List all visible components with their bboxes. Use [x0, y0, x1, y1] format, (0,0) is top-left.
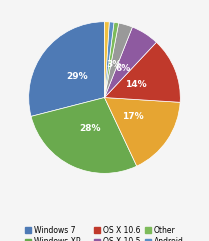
Wedge shape — [104, 42, 180, 102]
Text: 3%: 3% — [106, 60, 122, 69]
Text: 14%: 14% — [125, 80, 147, 89]
Wedge shape — [29, 22, 104, 116]
Wedge shape — [104, 27, 156, 98]
Wedge shape — [104, 23, 133, 98]
Text: 17%: 17% — [122, 112, 144, 121]
Wedge shape — [104, 98, 180, 166]
Text: 29%: 29% — [67, 72, 88, 81]
Wedge shape — [104, 22, 114, 98]
Legend: Windows 7, Windows XP, Windows Vista, OS X 10.6, OS X 10.5, iOS, Other, Android,: Windows 7, Windows XP, Windows Vista, OS… — [22, 223, 187, 241]
Wedge shape — [104, 22, 109, 98]
Wedge shape — [31, 98, 137, 173]
Wedge shape — [104, 22, 119, 98]
Text: 6%: 6% — [115, 64, 130, 73]
Text: 28%: 28% — [79, 124, 101, 133]
